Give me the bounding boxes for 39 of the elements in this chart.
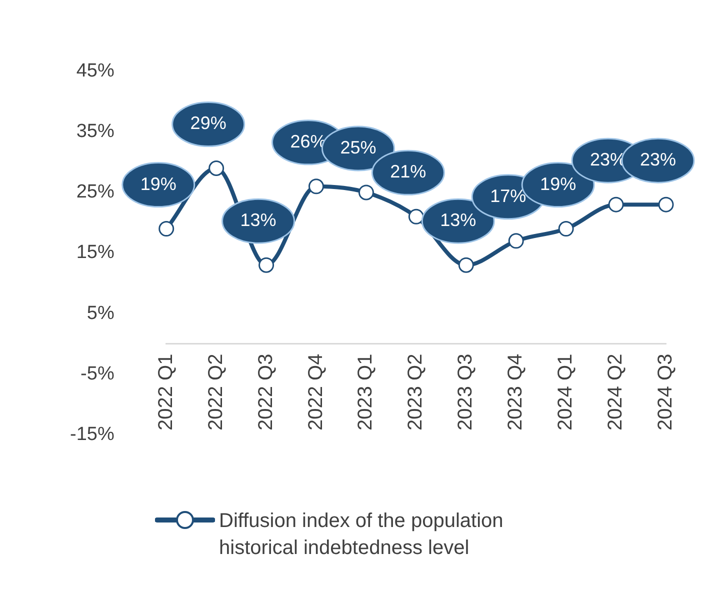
point [258,257,274,273]
y-tick-label: 15% [76,242,114,264]
y-tick-label: 35% [76,121,114,142]
point [208,160,224,176]
data-label: 19% [540,174,576,194]
point [458,257,474,273]
y-tick-label: 5% [86,302,114,324]
y-tick-label: -15% [70,424,114,445]
x-tick-label: 2022 Q1 [154,354,177,431]
y-tick-label: 25% [76,182,114,203]
point [508,233,524,249]
legend-label: Diffusion index of the population historical indebtedness level [219,509,504,561]
x-tick-label: 2022 Q4 [304,354,327,431]
x-tick-label: 2024 Q2 [604,354,627,431]
x-tick-label: 2023 Q2 [404,354,427,431]
data-label: 21% [390,162,426,182]
x-tick-label: 2024 Q1 [554,354,577,431]
data-label: 23% [640,150,676,170]
data-label: 17% [490,186,526,206]
point [558,221,574,237]
y-tick-label: -5% [80,363,114,384]
data-label: 25% [340,137,376,158]
point [408,208,424,224]
point [358,184,374,200]
data-label: 19% [140,174,176,194]
x-tick-label: 2024 Q3 [654,354,677,431]
y-tick-label: 45% [76,60,114,82]
data-label: 13% [440,210,476,230]
x-tick-label: 2023 Q3 [454,354,477,431]
point [308,178,324,194]
x-tick-label: 2022 Q2 [204,354,227,431]
point [608,196,624,212]
data-label: 13% [240,210,276,230]
x-tick-label: 2023 Q4 [504,354,527,431]
x-tick-label: 2023 Q1 [354,354,377,431]
point [158,221,174,237]
point [658,196,674,212]
x-tick-label: 2022 Q3 [254,354,277,431]
data-label: 29% [190,113,226,134]
